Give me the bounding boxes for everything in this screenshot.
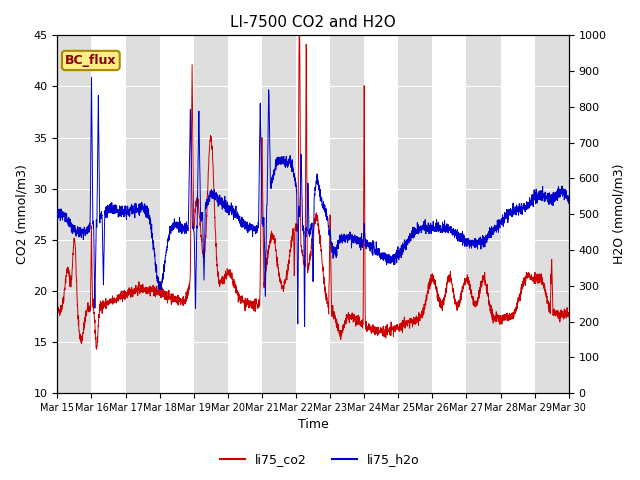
X-axis label: Time: Time <box>298 419 328 432</box>
Bar <box>467 36 500 393</box>
Y-axis label: CO2 (mmol/m3): CO2 (mmol/m3) <box>15 164 28 264</box>
Bar <box>534 36 569 393</box>
Text: BC_flux: BC_flux <box>65 54 116 67</box>
Legend: li75_co2, li75_h2o: li75_co2, li75_h2o <box>215 448 425 471</box>
Y-axis label: H2O (mmol/m3): H2O (mmol/m3) <box>612 164 625 264</box>
Bar <box>262 36 296 393</box>
Bar <box>194 36 228 393</box>
Bar <box>58 36 92 393</box>
Bar <box>125 36 159 393</box>
Bar <box>330 36 364 393</box>
Title: LI-7500 CO2 and H2O: LI-7500 CO2 and H2O <box>230 15 396 30</box>
Bar <box>398 36 433 393</box>
